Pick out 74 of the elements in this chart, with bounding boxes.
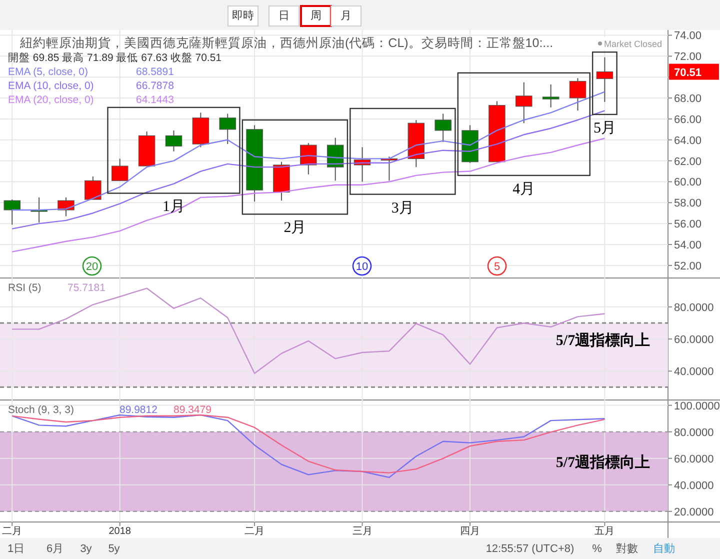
y-tick-label: 60.00 xyxy=(674,176,702,189)
y-tick-label: 80.0000 xyxy=(674,302,714,314)
x-tick-label: 二月 xyxy=(2,526,22,537)
text: 12:55:57 (UTC+8) xyxy=(486,543,574,555)
y-tick-label: 68.00 xyxy=(674,93,702,106)
line-series xyxy=(12,138,606,252)
annotation: 75.7181 xyxy=(68,282,106,294)
annotation: 4月 xyxy=(512,181,536,198)
candlestick xyxy=(542,84,560,108)
text: EMA (5, close, 0) xyxy=(8,66,88,78)
y-tick-label: 60.0000 xyxy=(674,334,714,346)
annotation: 3月 xyxy=(391,200,414,216)
text: 對數 xyxy=(616,542,638,555)
text: 70.51 xyxy=(674,66,702,79)
text: 周 xyxy=(310,10,322,22)
candlestick xyxy=(434,113,452,142)
chart-title: Stoch (9, 3, 3) xyxy=(8,404,74,416)
text: 月 xyxy=(340,10,352,22)
x-tick-label: 二月 xyxy=(244,526,265,537)
text: EMA (10, close, 0) xyxy=(8,80,94,92)
candlestick xyxy=(569,78,586,112)
chart-title: RSI (5) xyxy=(8,282,42,294)
y-tick-label: 62.00 xyxy=(674,156,702,168)
text: 紐約輕原油期貨，美國西德克薩斯輕質原油，西德州原油(代碼：CL)。交易時間：正常盤10:... xyxy=(19,35,554,50)
y-tick-label: 54.00 xyxy=(674,240,702,252)
candlestick xyxy=(84,176,102,200)
candlestick xyxy=(4,199,20,226)
y-tick-label: 60.0000 xyxy=(674,453,714,466)
annotation: 2月 xyxy=(284,220,306,236)
annotation: 68.5891 xyxy=(136,66,174,78)
annotation: 5月 xyxy=(593,120,616,136)
y-tick-label: 52.00 xyxy=(674,260,702,272)
y-tick-label: 56.00 xyxy=(674,218,702,231)
annotation: 89.3479 xyxy=(174,404,212,416)
annotation: 開盤 69.85 最高 71.89 最低 67.63 收盤 70.51 xyxy=(8,51,222,64)
annotation: 1月 xyxy=(162,199,185,216)
text: 日 xyxy=(278,10,290,22)
y-tick-label: 80.0000 xyxy=(674,426,714,439)
candlestick xyxy=(219,113,236,145)
annotation: 89.9812 xyxy=(120,404,158,416)
annotation: 20 xyxy=(86,261,98,273)
text: EMA (20, close, 0) xyxy=(8,94,94,106)
y-tick-label: 100.0000 xyxy=(674,400,720,412)
x-tick-label: 三月 xyxy=(352,526,372,537)
text: 3y xyxy=(80,543,92,555)
candlestick xyxy=(326,137,344,182)
y-tick-label: 66.00 xyxy=(674,114,702,126)
x-tick-label: 四月 xyxy=(460,526,480,537)
text: 5y xyxy=(108,543,120,555)
annotation: 5/7週指標向上 xyxy=(556,454,650,471)
text: 即時 xyxy=(232,9,254,22)
text: 6月 xyxy=(46,543,64,555)
candlestick xyxy=(596,56,614,102)
annotation: Market Closed xyxy=(604,39,662,49)
y-tick-label: 64.00 xyxy=(674,134,702,147)
annotation: 5 xyxy=(494,261,500,273)
annotation: 64.1443 xyxy=(136,94,174,106)
annotation: 5/7週指標向上 xyxy=(556,332,650,349)
annotation: 66.7878 xyxy=(136,80,174,92)
y-tick-label: 74.00 xyxy=(674,30,702,42)
text: 自動 xyxy=(653,543,675,555)
y-tick-label: 58.00 xyxy=(674,198,702,210)
x-tick-label: 2018 xyxy=(108,526,132,537)
y-tick-label: 40.0000 xyxy=(674,366,714,378)
y-tick-label: 20.0000 xyxy=(674,506,714,518)
y-tick-label: 40.0000 xyxy=(674,480,714,492)
text: 1日 xyxy=(7,543,25,555)
y-tick-label: 72.00 xyxy=(674,51,702,64)
annotation: 10 xyxy=(356,261,368,273)
text: % xyxy=(592,543,602,555)
candlestick xyxy=(111,158,128,182)
x-tick-label: 五月 xyxy=(594,526,615,537)
candlestick xyxy=(165,130,182,152)
candlestick xyxy=(516,82,532,124)
